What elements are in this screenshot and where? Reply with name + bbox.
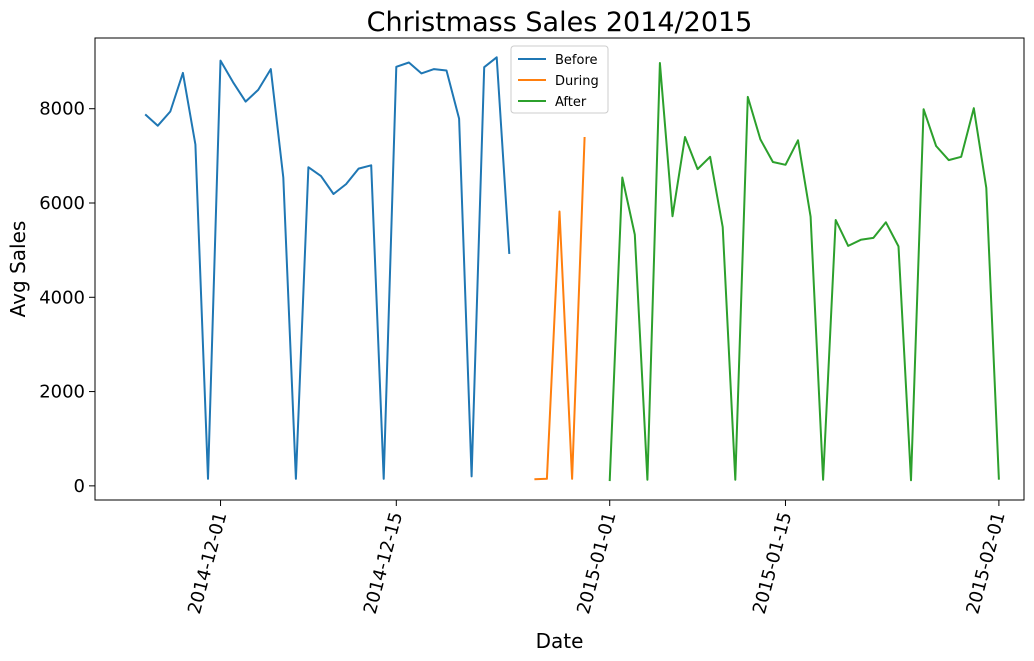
- x-axis: 2014-12-01 2014-12-15 2015-01-01 2015-01-15…: [184, 500, 1010, 616]
- y-tick-label: 6000: [39, 193, 85, 214]
- y-tick-label: 0: [74, 476, 85, 497]
- x-axis-label: Date: [536, 629, 584, 653]
- x-tick-label: 2014-12-01: [184, 510, 231, 616]
- plot-area: [94, 37, 1025, 501]
- legend-label: Before: [555, 53, 598, 68]
- y-axis: 0 2000 4000 6000 8000: [39, 99, 95, 497]
- x-tick-label: 2014-12-15: [360, 510, 407, 616]
- legend-label: During: [555, 74, 599, 89]
- y-tick-label: 8000: [39, 99, 85, 120]
- x-tick-label: 2015-01-01: [573, 510, 620, 616]
- chart-title: Christmass Sales 2014/2015: [367, 7, 753, 38]
- x-tick-label: 2015-01-15: [749, 510, 796, 616]
- y-axis-label: Avg Sales: [6, 221, 30, 318]
- series-line-during: [534, 136, 586, 481]
- y-tick-label: 4000: [39, 287, 85, 308]
- legend-label: After: [555, 95, 587, 110]
- legend-box: [510, 45, 609, 114]
- y-tick-label: 2000: [39, 382, 85, 403]
- series-line-before: [144, 56, 511, 480]
- legend: Before During After: [510, 45, 609, 114]
- series-line-after: [608, 62, 1000, 482]
- series-layer: [144, 56, 1000, 482]
- x-tick-label: 2015-02-01: [962, 510, 1009, 616]
